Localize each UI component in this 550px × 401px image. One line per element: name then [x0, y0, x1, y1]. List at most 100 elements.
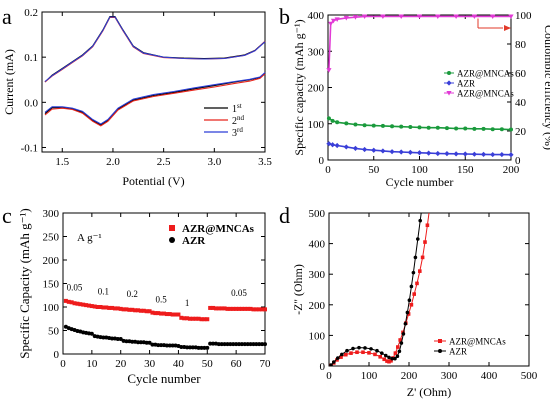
data-point	[138, 308, 143, 313]
data-point	[453, 151, 459, 157]
data-point	[187, 345, 192, 350]
x-tick-label: 3.5	[258, 156, 272, 168]
data-point	[219, 342, 224, 347]
y-tick-label: 0.1	[24, 52, 38, 64]
legend-marker	[438, 339, 442, 343]
data-point	[398, 338, 402, 342]
y-tick-label: 300	[309, 269, 326, 281]
data-point	[409, 284, 414, 289]
y-tick-label: 0.0	[24, 97, 38, 109]
y-axis-label: Specific Capacity (mAh g⁻¹)	[17, 208, 32, 358]
data-point	[196, 345, 201, 350]
data-point	[390, 356, 395, 361]
data-point	[371, 147, 377, 153]
data-point	[393, 351, 398, 355]
y-tick-label: 100	[43, 302, 60, 314]
y-tick-label: 200	[309, 300, 326, 312]
data-point	[110, 305, 115, 310]
data-point	[423, 240, 427, 244]
data-point	[263, 342, 267, 347]
data-point	[373, 352, 377, 357]
data-point	[416, 150, 423, 156]
data-point	[237, 342, 242, 347]
data-point	[380, 148, 386, 154]
data-point	[141, 308, 146, 313]
data-point	[182, 316, 187, 321]
data-point	[239, 306, 244, 311]
data-point	[403, 321, 408, 326]
data-point	[328, 21, 334, 27]
data-point	[334, 142, 340, 149]
legend-label: AZR@MNCAs	[457, 89, 514, 99]
y-tick-label: -0.1	[21, 142, 38, 154]
data-point	[104, 305, 109, 310]
legend-marker	[169, 225, 175, 231]
data-point	[345, 348, 349, 353]
x-tick-label: 2.0	[106, 156, 120, 168]
data-point	[202, 317, 207, 322]
data-point	[112, 306, 117, 311]
data-point	[367, 351, 371, 355]
data-point	[380, 123, 385, 128]
x-tick-label: 100	[361, 370, 378, 382]
axis-arrow-head	[504, 25, 511, 32]
cv-series-3	[44, 16, 266, 125]
data-point	[406, 312, 411, 316]
data-point	[412, 292, 416, 296]
x-axis-label: Potential (V)	[122, 174, 184, 188]
cv-cathodic-curve	[44, 73, 266, 127]
data-point	[481, 126, 486, 131]
data-point	[179, 344, 184, 349]
x-tick-label: 200	[503, 164, 520, 176]
cycling-series-1	[326, 116, 513, 132]
data-point	[335, 358, 339, 362]
x-tick-label: 150	[457, 164, 474, 176]
data-point	[355, 350, 359, 355]
data-point	[133, 308, 138, 313]
data-point	[205, 317, 210, 322]
data-point	[190, 345, 195, 350]
data-point	[418, 218, 423, 223]
rate-label: 0.05	[231, 288, 247, 298]
legend-label: AZR@MNCAs	[457, 69, 514, 79]
data-point	[411, 270, 416, 275]
data-point	[66, 299, 71, 304]
data-point	[389, 149, 395, 155]
data-point	[159, 343, 164, 348]
panel-label-c: c	[2, 203, 12, 228]
data-point	[509, 127, 513, 132]
data-point	[101, 335, 106, 340]
legend-label: AZR	[457, 79, 475, 89]
legend-marker	[446, 91, 452, 96]
data-point	[164, 343, 169, 348]
rate-label: 0.5	[155, 294, 167, 304]
data-point	[84, 303, 89, 308]
legend-label: AZR	[182, 235, 206, 247]
data-point	[369, 347, 373, 351]
data-point	[130, 307, 135, 312]
rate-series-1	[63, 298, 267, 322]
data-point	[72, 301, 77, 306]
data-point	[222, 306, 227, 311]
data-point	[362, 146, 368, 153]
data-point	[208, 305, 213, 310]
legend-label: 1st	[232, 102, 242, 115]
data-point	[435, 150, 441, 157]
data-point	[380, 14, 386, 20]
data-point	[202, 345, 207, 350]
data-point	[263, 307, 267, 312]
data-point	[124, 307, 129, 312]
legend-marker	[438, 349, 442, 353]
data-point	[401, 332, 406, 336]
y2-tick-label: 0	[515, 155, 521, 167]
y-axis-label: -Z'' (Ohm)	[291, 264, 305, 315]
data-point	[428, 205, 432, 209]
data-point	[362, 14, 368, 20]
x-tick-label: 10	[86, 358, 98, 370]
data-point	[357, 345, 361, 350]
data-point	[208, 341, 213, 346]
data-point	[395, 354, 400, 359]
x-tick-label: 300	[441, 370, 458, 382]
